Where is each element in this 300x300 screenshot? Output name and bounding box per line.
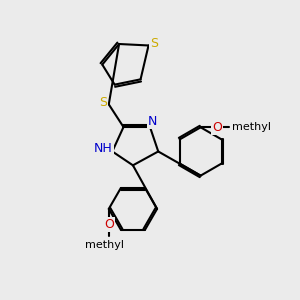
Text: S: S: [100, 96, 107, 110]
Text: O: O: [104, 218, 114, 231]
Text: NH: NH: [94, 142, 113, 155]
Text: methyl: methyl: [85, 239, 124, 250]
Text: N: N: [148, 115, 157, 128]
Text: methyl: methyl: [232, 122, 271, 132]
Text: S: S: [150, 38, 158, 50]
Text: O: O: [212, 121, 222, 134]
